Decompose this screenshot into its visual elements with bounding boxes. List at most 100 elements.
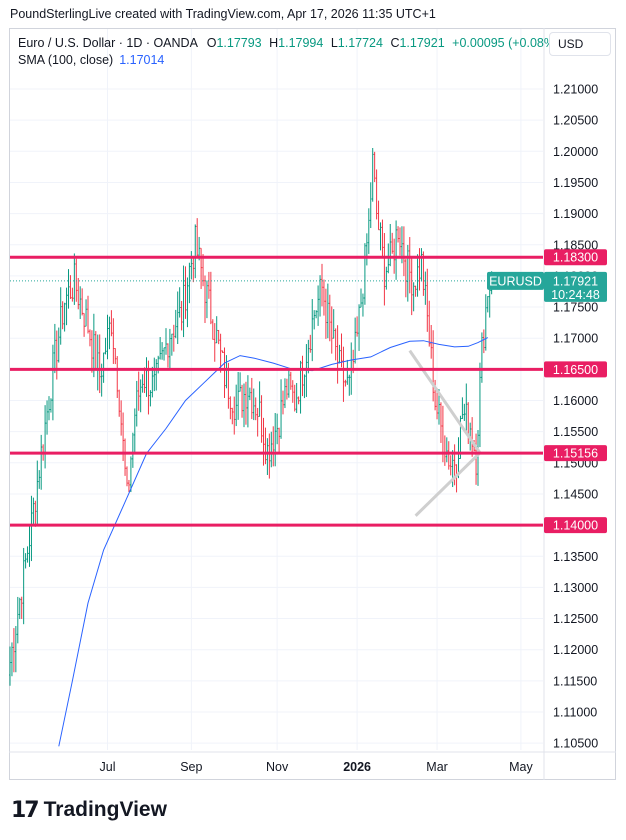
candle bbox=[443, 435, 446, 466]
candle bbox=[174, 309, 177, 339]
candle bbox=[48, 396, 50, 421]
candle bbox=[287, 369, 290, 398]
instrument-title: Euro / U.S. Dollar · 1D · OANDA bbox=[18, 36, 198, 50]
candle bbox=[465, 383, 468, 431]
candle bbox=[223, 347, 226, 399]
price-tick-label: 1.12000 bbox=[553, 643, 598, 657]
candle bbox=[114, 348, 117, 365]
candle bbox=[182, 265, 185, 338]
candle bbox=[356, 316, 358, 337]
candle bbox=[404, 258, 407, 298]
candle bbox=[178, 287, 181, 318]
level-1.14000: 1.14000 bbox=[10, 517, 607, 534]
candle bbox=[385, 266, 388, 290]
last-price-tag bbox=[544, 271, 607, 302]
candle bbox=[317, 285, 319, 326]
candle bbox=[209, 271, 212, 325]
candle bbox=[243, 383, 245, 428]
candle bbox=[208, 271, 210, 299]
candle bbox=[307, 339, 310, 374]
price-tick-label: 1.19500 bbox=[553, 176, 598, 190]
candle bbox=[371, 148, 374, 202]
currency-button[interactable]: USD bbox=[549, 32, 611, 56]
price-tick-label: 1.13500 bbox=[553, 550, 598, 564]
candle bbox=[395, 220, 397, 280]
candle bbox=[241, 384, 243, 418]
candle bbox=[28, 525, 31, 567]
candles bbox=[9, 148, 493, 686]
time-tick-label: Mar bbox=[426, 760, 448, 774]
open-value: 1.17793 bbox=[216, 36, 262, 50]
triangle-outline bbox=[408, 349, 482, 517]
candle bbox=[336, 325, 339, 384]
candle bbox=[186, 277, 189, 328]
candle bbox=[262, 417, 265, 466]
candle bbox=[291, 380, 294, 403]
candle bbox=[379, 222, 382, 251]
candle bbox=[67, 269, 70, 309]
candle bbox=[348, 374, 351, 396]
price-tick-label: 1.11500 bbox=[553, 674, 597, 688]
candle bbox=[479, 362, 481, 448]
candle bbox=[50, 398, 52, 413]
candle bbox=[397, 226, 399, 243]
candle bbox=[268, 433, 271, 479]
candle bbox=[26, 546, 29, 563]
candle bbox=[213, 323, 216, 362]
candle bbox=[46, 400, 48, 435]
last-price-label: 1.17921 bbox=[553, 274, 598, 288]
candle bbox=[278, 427, 280, 454]
candle bbox=[391, 232, 394, 254]
candle bbox=[399, 227, 401, 256]
time-tick-label: 2026 bbox=[343, 760, 371, 774]
candle bbox=[248, 387, 251, 401]
price-tick-label: 1.11000 bbox=[553, 706, 597, 720]
candle bbox=[83, 312, 85, 337]
candle bbox=[280, 379, 282, 439]
candle bbox=[20, 596, 23, 619]
candle bbox=[165, 328, 167, 355]
candle bbox=[53, 323, 56, 374]
candle bbox=[252, 388, 255, 421]
candle bbox=[137, 371, 140, 411]
level-price-label: 1.14000 bbox=[553, 519, 598, 533]
candle bbox=[284, 378, 286, 409]
level-price-tag bbox=[544, 361, 607, 378]
candle bbox=[344, 379, 347, 387]
level-price-tag bbox=[544, 249, 607, 266]
candle bbox=[161, 342, 163, 360]
price-tick-label: 1.20500 bbox=[553, 114, 598, 128]
candle bbox=[231, 407, 234, 425]
candle bbox=[338, 344, 341, 364]
legend-sma[interactable]: SMA (100, close) 1.17014 bbox=[18, 53, 164, 67]
tradingview-mark-icon: 17 bbox=[11, 797, 40, 823]
candle bbox=[94, 331, 97, 370]
candle bbox=[414, 285, 417, 297]
candle bbox=[420, 248, 423, 282]
candle bbox=[18, 597, 21, 620]
candle bbox=[272, 426, 275, 467]
candle bbox=[91, 330, 93, 373]
candle bbox=[128, 479, 130, 493]
candle bbox=[264, 427, 267, 465]
candle bbox=[383, 233, 386, 306]
tradingview-wordmark: TradingView bbox=[43, 798, 167, 821]
legend-ohlc: Euro / U.S. Dollar · 1D · OANDA O1.17793… bbox=[18, 36, 559, 50]
candle bbox=[276, 413, 279, 445]
candle bbox=[260, 395, 263, 443]
level-1.16500: 1.16500 bbox=[10, 361, 607, 378]
candle bbox=[145, 357, 148, 397]
candle bbox=[167, 343, 169, 368]
candle bbox=[364, 243, 366, 305]
candle bbox=[96, 334, 99, 391]
candle bbox=[270, 431, 273, 468]
symbol-tag bbox=[487, 271, 544, 290]
candle bbox=[225, 355, 228, 389]
candle bbox=[274, 413, 277, 467]
low-label: L bbox=[330, 36, 338, 50]
candle bbox=[389, 223, 392, 267]
candle bbox=[104, 337, 107, 355]
open-label: O bbox=[206, 36, 217, 50]
candle bbox=[131, 432, 134, 468]
